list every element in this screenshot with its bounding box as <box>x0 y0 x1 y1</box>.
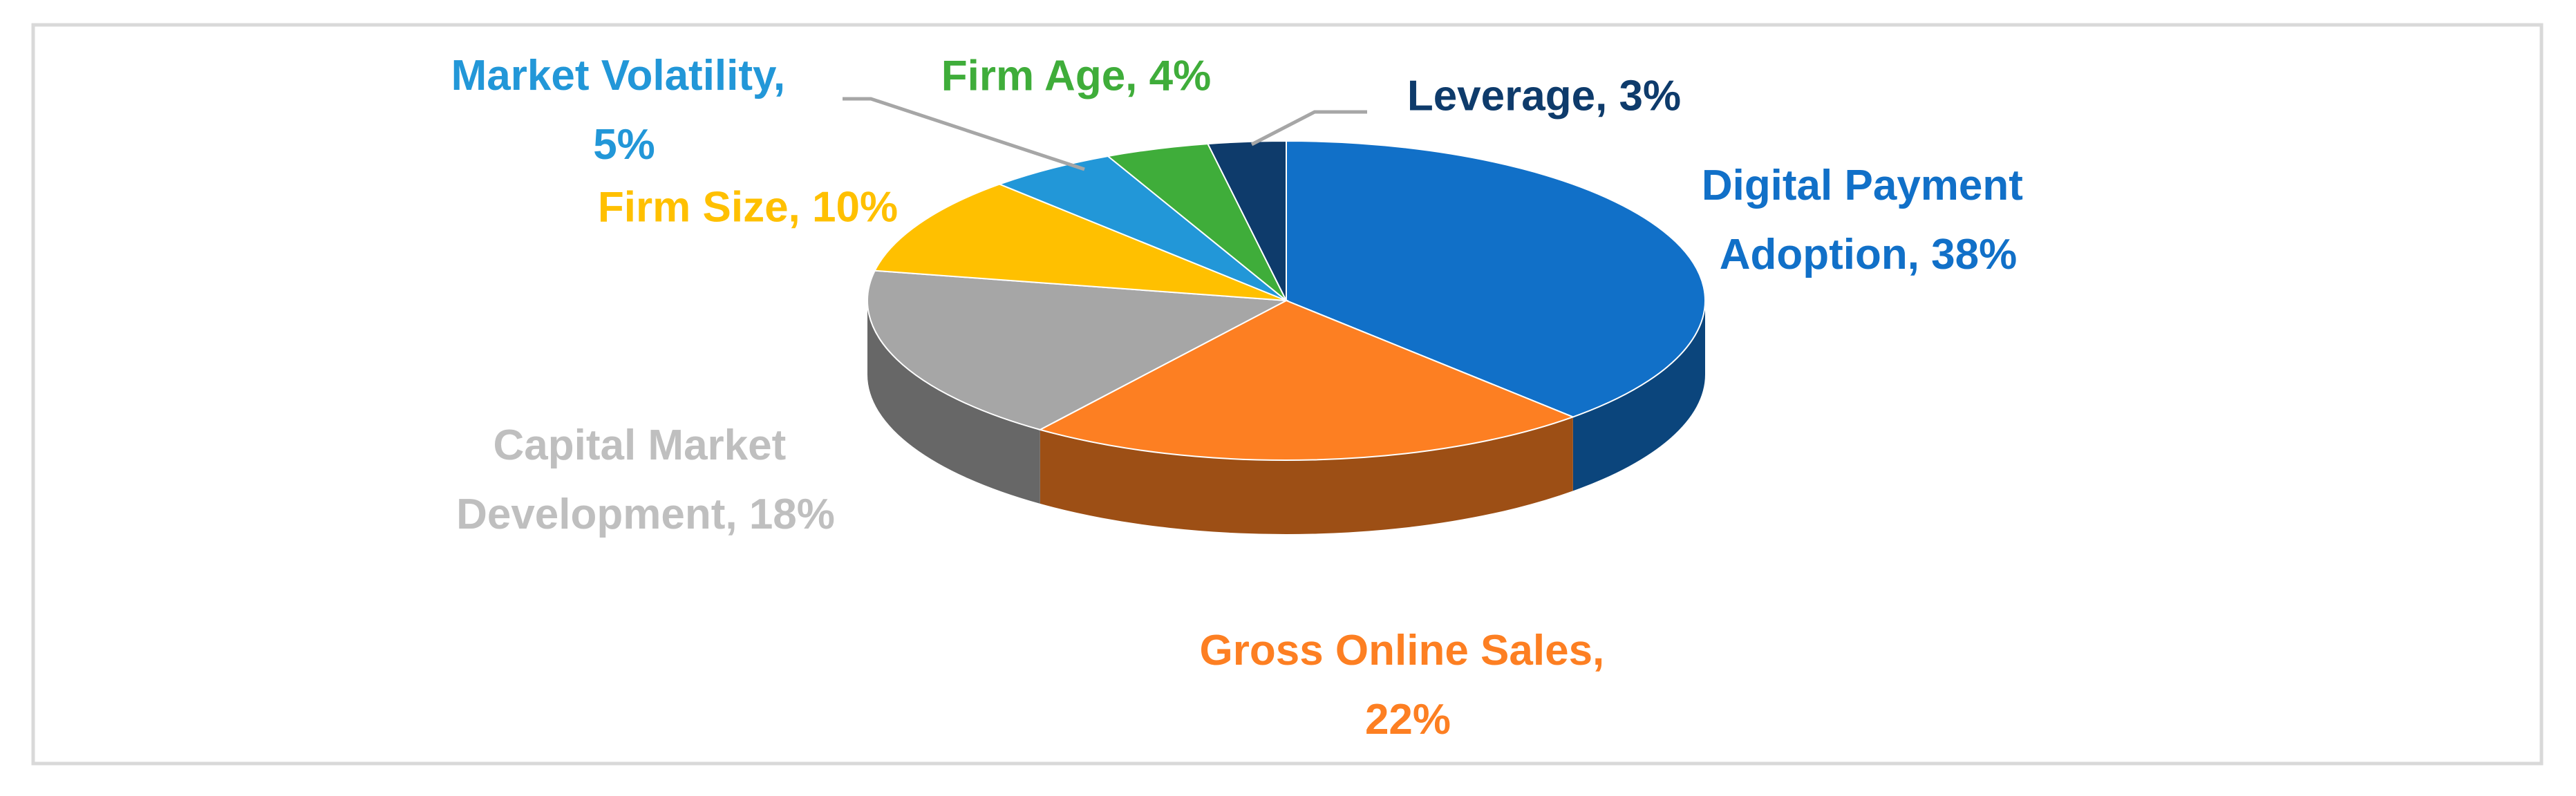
pie-slice <box>867 269 1289 430</box>
pie-side <box>1572 301 1705 491</box>
data-label: Leverage, 3% <box>1407 72 1681 120</box>
pie-side <box>867 301 1040 504</box>
pie-slice <box>997 155 1287 301</box>
pie-side <box>1040 417 1573 534</box>
data-label: Market Volatility, 5% <box>451 52 798 169</box>
data-label: Firm Size, 10% <box>598 183 898 231</box>
data-label: Capital Market Development, 18% <box>456 421 835 538</box>
pie <box>867 140 1706 534</box>
data-label: Firm Age, 4% <box>941 52 1211 100</box>
leader-line <box>1250 110 1367 146</box>
pie-slice <box>1038 299 1575 461</box>
pie-slice <box>1206 140 1287 301</box>
pie-slice <box>874 183 1287 301</box>
pie-slice <box>1286 140 1706 418</box>
data-label: Digital Payment Adoption, 38% <box>1702 162 2035 278</box>
data-label: Gross Online Sales, 22% <box>1199 627 1616 743</box>
leader-line <box>843 97 1085 171</box>
data-labels: Digital Payment Adoption, 38% Gross Onlin… <box>451 52 2036 743</box>
